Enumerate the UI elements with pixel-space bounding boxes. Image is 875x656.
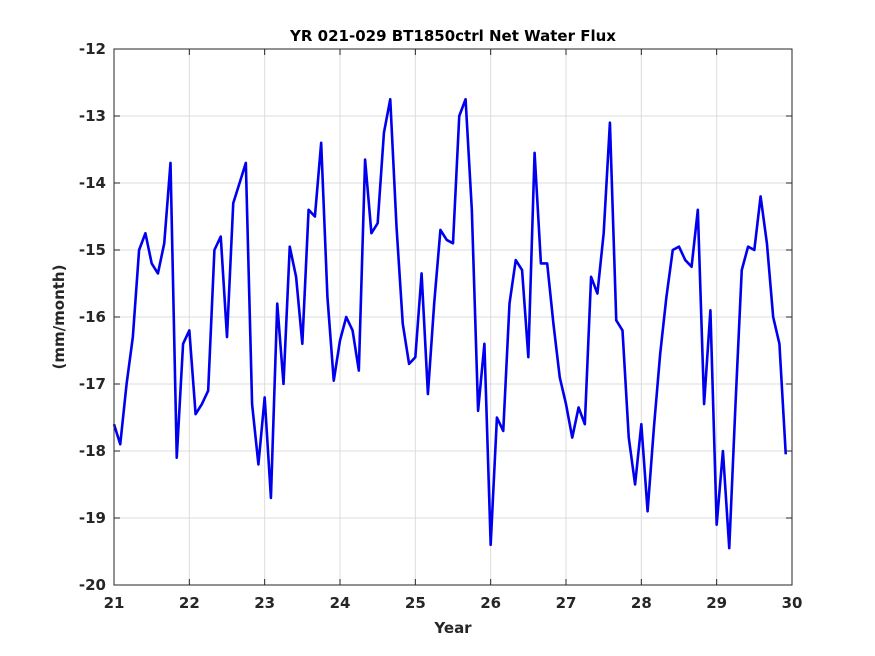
- x-tick-label: 23: [254, 594, 275, 612]
- y-tick-label: -19: [79, 509, 106, 527]
- chart-title: YR 021-029 BT1850ctrl Net Water Flux: [289, 27, 616, 45]
- axis-ticks: 21 22 23 24 25 26 27 28 29 30 -12 -13 -14 -15 -16 -17 -1…: [79, 40, 803, 612]
- x-tick-label: 29: [706, 594, 727, 612]
- y-tick-label: -20: [79, 576, 106, 594]
- y-tick-label: -17: [79, 375, 106, 393]
- x-tick-label: 26: [480, 594, 501, 612]
- y-axis-label: (mm/month): [50, 265, 68, 370]
- series-layer: [112, 97, 788, 550]
- x-tick-label: 22: [179, 594, 200, 612]
- x-tick-label: 21: [104, 594, 125, 612]
- x-tick-label: 30: [782, 594, 803, 612]
- x-tick-label: 27: [556, 594, 577, 612]
- y-tick-label: -15: [79, 241, 106, 259]
- series-line-0: [112, 97, 788, 550]
- y-tick-label: -12: [79, 40, 106, 58]
- x-tick-label: 28: [631, 594, 652, 612]
- x-axis-label: Year: [433, 619, 472, 637]
- y-tick-label: -14: [79, 174, 106, 192]
- y-tick-label: -16: [79, 308, 106, 326]
- y-tick-label: -18: [79, 442, 106, 460]
- x-tick-label: 24: [330, 594, 351, 612]
- x-tick-label: 25: [405, 594, 426, 612]
- y-tick-label: -13: [79, 107, 106, 125]
